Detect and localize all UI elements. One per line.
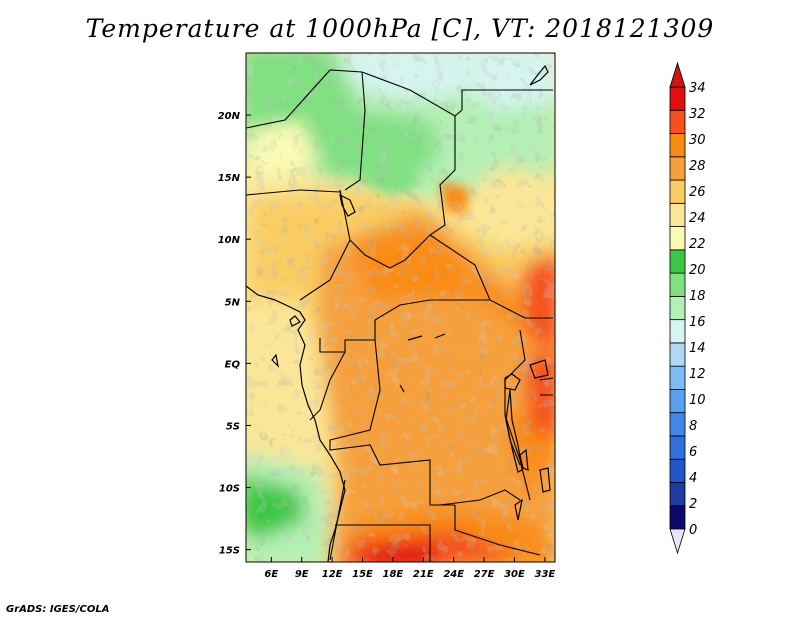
colorbar-level-label: 32 (689, 107, 706, 122)
x-tick-label: 21E (413, 569, 434, 580)
colorbar-swatch (669, 133, 686, 158)
colorbar-swatch (669, 412, 686, 437)
colorbar-over-arrow (669, 61, 686, 88)
y-tick-label: 20N (218, 111, 241, 122)
colorbar-swatch (669, 156, 686, 181)
colorbar-swatch (669, 272, 686, 297)
map-title: Temperature at 1000hPa [C], VT: 20181213… (85, 14, 715, 43)
colorbar-level-label: 6 (689, 445, 697, 460)
colorbar-swatch (669, 86, 686, 111)
x-tick-label: 15E (352, 569, 373, 580)
colorbar-swatch (669, 458, 686, 483)
y-tick-label: 10S (219, 484, 240, 495)
colorbar-level-label: 8 (689, 419, 697, 434)
y-tick-label: 5N (225, 297, 241, 308)
x-tick-label: 9E (295, 569, 309, 580)
x-axis: 6E 9E 12E 15E 18E 21E 24E 27E 30E 33E (264, 557, 555, 580)
colorbar-level-label: 4 (689, 471, 697, 486)
coastlines (246, 64, 551, 562)
y-tick-label: EQ (225, 359, 241, 370)
colorbar-swatch (669, 389, 686, 414)
colorbar-level-label: 12 (689, 367, 706, 382)
colorbar-level-label: 22 (689, 237, 706, 252)
colorbar-level-label: 18 (689, 289, 706, 304)
y-tick-label: 15S (219, 546, 240, 557)
colorbar-level-label: 24 (689, 211, 706, 226)
y-tick-label: 5S (226, 421, 240, 432)
x-tick-label: 18E (383, 569, 404, 580)
colorbar-swatch (669, 319, 686, 344)
x-tick-label: 6E (264, 569, 278, 580)
colorbar-level-label: 16 (689, 315, 706, 330)
colorbar-under-arrow (669, 528, 686, 555)
colorbar-swatch (669, 202, 686, 227)
x-tick-label: 30E (504, 569, 525, 580)
colorbar-level-label: 10 (689, 393, 706, 408)
colorbar-swatch (669, 505, 686, 530)
x-tick-label: 24E (443, 569, 464, 580)
colorbar-level-label: 26 (689, 185, 706, 200)
colorbar-swatch (669, 482, 686, 507)
x-tick-label: 12E (322, 569, 343, 580)
colorbar-swatch (669, 435, 686, 460)
map-frame (245, 52, 556, 563)
colorbar-level-label: 30 (689, 133, 706, 148)
colorbar-swatch (669, 179, 686, 204)
colorbar-swatch (669, 109, 686, 134)
colorbar-swatch (669, 365, 686, 390)
grads-credit: GrADS: IGES/COLA (6, 604, 110, 615)
colorbar-level-label: 0 (689, 523, 697, 538)
colorbar-swatch (669, 295, 686, 321)
colorbar-swatch (669, 342, 686, 367)
colorbar-level-label: 20 (689, 263, 706, 278)
y-tick-label: 15N (218, 173, 241, 184)
x-tick-label: 33E (534, 569, 555, 580)
temperature-field (246, 53, 555, 562)
country-borders (246, 69, 554, 562)
colorbar-swatch (669, 249, 686, 274)
colorbar-swatch (669, 226, 686, 251)
x-tick-label: 27E (474, 569, 495, 580)
colorbar-level-label: 28 (689, 159, 706, 174)
y-axis: 20N 15N 10N 5N EQ 5S 10S 15S (218, 111, 251, 557)
colorbar-level-label: 34 (689, 81, 706, 96)
colorbar-level-label: 2 (689, 497, 697, 512)
y-tick-label: 10N (218, 235, 241, 246)
colorbar-level-label: 14 (689, 341, 706, 356)
